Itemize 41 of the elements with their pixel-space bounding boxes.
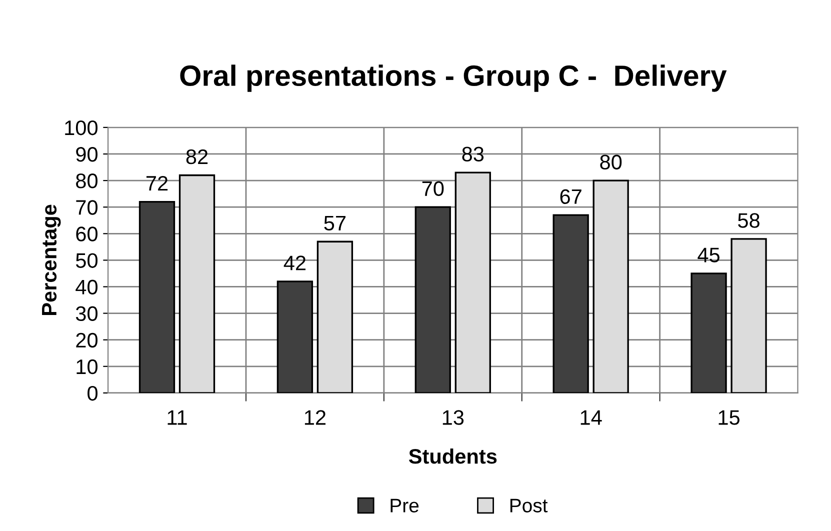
y-tick-label: 100 [65,120,98,136]
bar [454,172,491,393]
y-tick-label: 0 [88,386,98,401]
x-tick-label: 13 [442,410,464,425]
data-label: 82 [186,149,208,164]
y-tick-label: 90 [76,146,98,162]
x-tick-label: 12 [304,410,326,425]
bar [178,174,216,393]
x-axis-title: Students [408,448,497,464]
data-label: 57 [324,216,346,231]
y-tick-label: 50 [76,253,98,268]
data-label: 42 [284,256,306,270]
bar [276,280,314,393]
data-label: 83 [462,146,484,162]
y-tick-label: 40 [76,280,98,294]
chart-title: Oral presentations - Group C - Delivery [180,64,727,92]
legend-label: Post [510,498,548,512]
data-label: 72 [146,176,168,191]
data-label: 67 [560,189,582,204]
y-tick-label: 60 [76,226,98,242]
y-tick-label: 30 [76,306,98,322]
y-tick-label: 70 [76,200,98,215]
bar [690,272,727,393]
x-tick-label: 15 [718,410,740,425]
data-label: 45 [698,248,720,262]
data-label: 80 [600,154,622,170]
bar [592,180,629,393]
y-tick-label: 80 [76,174,98,188]
y-tick-label: 20 [76,332,98,348]
y-axis-title: Percentage [42,204,61,315]
x-tick-label: 11 [168,410,187,425]
legend-label: Pre [390,498,419,512]
bar [552,214,589,393]
data-label: 58 [738,213,760,228]
y-tick-label: 10 [76,359,98,374]
bar [730,238,767,393]
bar [138,200,176,393]
data-label: 70 [422,181,444,196]
bar [316,240,354,393]
x-tick-label: 14 [580,410,602,425]
bar [414,206,451,393]
